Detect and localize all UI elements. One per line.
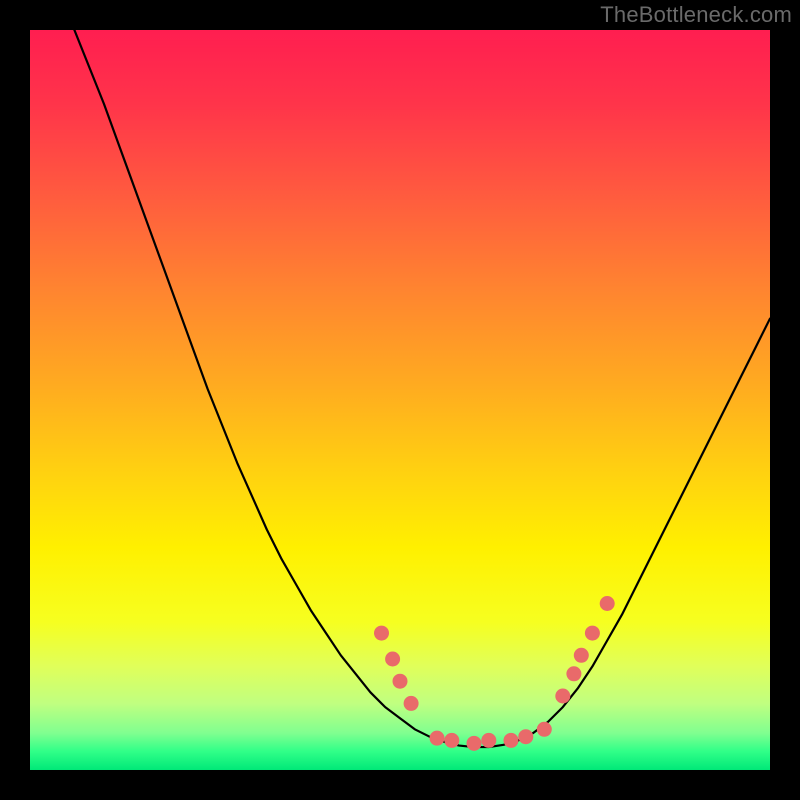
data-marker xyxy=(585,626,600,641)
data-marker xyxy=(385,652,400,667)
data-marker xyxy=(467,736,482,751)
chart-container: TheBottleneck.com xyxy=(0,0,800,800)
data-marker xyxy=(566,666,581,681)
watermark-text: TheBottleneck.com xyxy=(600,2,792,28)
data-marker xyxy=(537,722,552,737)
data-marker xyxy=(430,731,445,746)
data-marker xyxy=(404,696,419,711)
data-marker xyxy=(374,626,389,641)
data-marker xyxy=(574,648,589,663)
data-marker xyxy=(393,674,408,689)
plot-area xyxy=(30,30,770,770)
data-marker xyxy=(481,733,496,748)
chart-svg xyxy=(30,30,770,770)
data-marker xyxy=(555,689,570,704)
data-marker xyxy=(504,733,519,748)
data-marker xyxy=(444,733,459,748)
data-marker xyxy=(518,729,533,744)
data-marker xyxy=(600,596,615,611)
